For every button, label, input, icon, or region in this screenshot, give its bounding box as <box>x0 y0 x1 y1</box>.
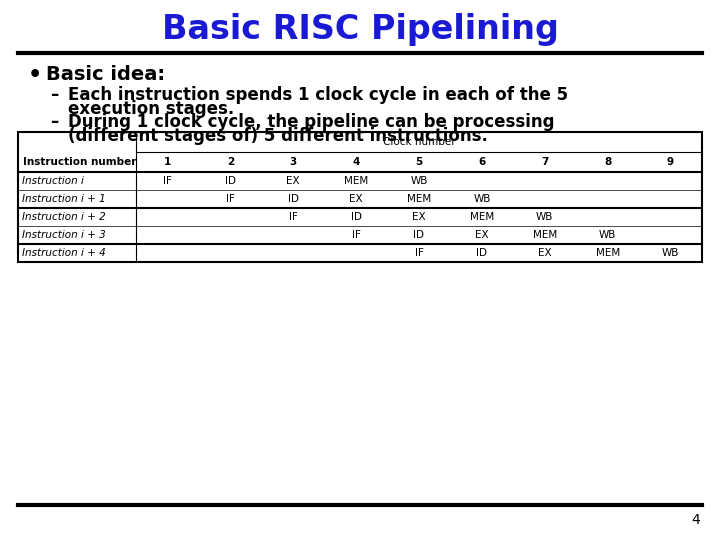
Text: Basic RISC Pipelining: Basic RISC Pipelining <box>161 14 559 46</box>
Text: IF: IF <box>351 230 361 240</box>
Text: WB: WB <box>599 230 616 240</box>
Text: EX: EX <box>475 230 489 240</box>
Text: 5: 5 <box>415 157 423 167</box>
Text: MEM: MEM <box>344 176 368 186</box>
Text: ID: ID <box>413 230 425 240</box>
Text: WB: WB <box>473 194 490 204</box>
Text: 9: 9 <box>667 157 674 167</box>
Text: 6: 6 <box>478 157 485 167</box>
Text: IF: IF <box>415 248 423 258</box>
Text: EX: EX <box>349 194 363 204</box>
Text: Instruction number: Instruction number <box>23 157 136 167</box>
Text: execution stages.: execution stages. <box>68 100 234 118</box>
Text: WB: WB <box>662 248 679 258</box>
Text: WB: WB <box>536 212 554 222</box>
Text: ID: ID <box>288 194 299 204</box>
Text: Each instruction spends 1 clock cycle in each of the 5: Each instruction spends 1 clock cycle in… <box>68 86 568 104</box>
Text: EX: EX <box>287 176 300 186</box>
Text: 8: 8 <box>604 157 611 167</box>
Text: 4: 4 <box>352 157 360 167</box>
Text: MEM: MEM <box>469 212 494 222</box>
Text: ID: ID <box>351 212 361 222</box>
Text: 1: 1 <box>164 157 171 167</box>
Text: Instruction i + 3: Instruction i + 3 <box>22 230 106 240</box>
Text: (different stages of) 5 different instructions.: (different stages of) 5 different instru… <box>68 127 488 145</box>
Text: Instruction i + 1: Instruction i + 1 <box>22 194 106 204</box>
Text: ID: ID <box>225 176 236 186</box>
Text: 7: 7 <box>541 157 549 167</box>
Text: –: – <box>50 86 58 104</box>
Text: Basic idea:: Basic idea: <box>46 65 165 84</box>
Text: Clock number: Clock number <box>383 137 455 147</box>
Text: EX: EX <box>538 248 552 258</box>
Text: •: • <box>28 65 42 85</box>
Text: 4: 4 <box>691 513 700 527</box>
Text: EX: EX <box>412 212 426 222</box>
Text: 3: 3 <box>289 157 297 167</box>
Text: Instruction i: Instruction i <box>22 176 84 186</box>
Text: 2: 2 <box>227 157 234 167</box>
Text: WB: WB <box>410 176 428 186</box>
Bar <box>18 132 702 262</box>
Text: IF: IF <box>289 212 297 222</box>
Text: During 1 clock cycle, the pipeline can be processing: During 1 clock cycle, the pipeline can b… <box>68 113 554 131</box>
Text: ID: ID <box>477 248 487 258</box>
Text: MEM: MEM <box>533 230 557 240</box>
Text: MEM: MEM <box>595 248 620 258</box>
Text: IF: IF <box>226 194 235 204</box>
Text: IF: IF <box>163 176 172 186</box>
Text: –: – <box>50 113 58 131</box>
Text: Instruction i + 2: Instruction i + 2 <box>22 212 106 222</box>
Text: Instruction i + 4: Instruction i + 4 <box>22 248 106 258</box>
Text: MEM: MEM <box>407 194 431 204</box>
